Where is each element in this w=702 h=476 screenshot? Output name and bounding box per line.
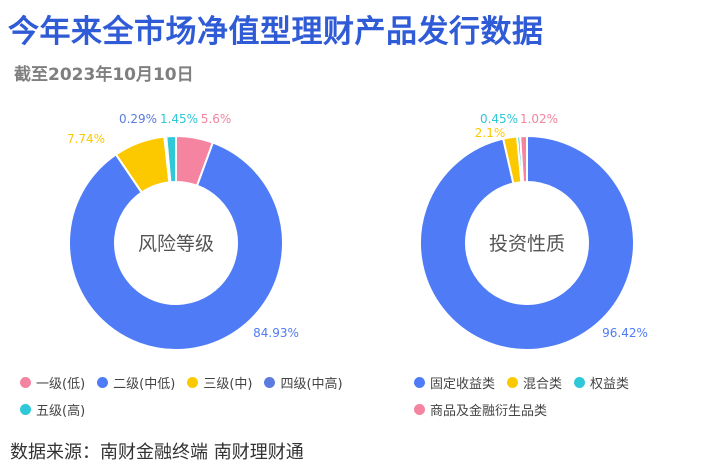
legend-label: 一级(低) [36, 377, 86, 392]
donut-1-slice-0 [419, 134, 635, 351]
donut-1-center-label: 投资性质 [489, 233, 565, 255]
legend-swatch-icon [264, 377, 276, 388]
page-title: 今年来全市场净值型理财产品发行数据 [8, 14, 544, 50]
donut-0-slice-4 [165, 134, 177, 184]
legend-label: 五级(高) [36, 404, 86, 419]
legend-swatch-icon [20, 404, 31, 415]
legend-label: 三级(中) [203, 377, 253, 392]
donut-0-center-label: 风险等级 [138, 233, 214, 255]
legend-1-item-3[interactable]: 商品及金融衍生品类 [414, 400, 547, 419]
legend-swatch-icon [574, 377, 586, 388]
legend-0-item-0[interactable]: 一级(低) [20, 373, 85, 392]
legend-swatch-icon [414, 377, 425, 388]
donut-0-data-label-1: 84.93% [253, 326, 299, 340]
donut-0-data-label-0: 5.6% [201, 112, 232, 126]
legend-investment-type: 固定收益类 混合类 权益类商品及金融衍生品类 [414, 373, 684, 419]
donut-0-data-label-3: 0.29% [119, 112, 157, 126]
legend-0-item-1[interactable]: 二级(中低) [97, 373, 175, 392]
donut-1-data-label-0: 96.42% [602, 326, 648, 340]
donut-1-data-label-3: 1.02% [520, 112, 558, 126]
page-subtitle: 截至2023年10月10日 [14, 65, 194, 85]
donut-1-slice-3 [519, 134, 528, 184]
donut-1-data-label-2: 0.45% [480, 112, 518, 126]
legend-1-item-2[interactable]: 权益类 [574, 373, 629, 392]
legend-1-item-0[interactable]: 固定收益类 [414, 373, 495, 392]
legend-label: 权益类 [590, 377, 630, 392]
legend-label: 混合类 [523, 377, 563, 392]
legend-0-item-4[interactable]: 五级(高) [20, 400, 85, 419]
legend-1-item-1[interactable]: 混合类 [507, 373, 562, 392]
legend-label: 固定收益类 [430, 377, 496, 392]
legend-label: 二级(中低) [113, 377, 176, 392]
donut-0-slice-1 [68, 141, 284, 351]
legend-swatch-icon [507, 377, 519, 388]
donut-0-data-label-4: 1.45% [160, 112, 198, 126]
legend-label: 商品及金融衍生品类 [430, 404, 548, 419]
legend-swatch-icon [187, 377, 199, 388]
legend-swatch-icon [97, 377, 109, 388]
legend-0-item-2[interactable]: 三级(中) [187, 373, 252, 392]
donut-1-data-label-1: 2.1% [475, 126, 506, 140]
legend-risk-level: 一级(低) 二级(中低) 三级(中) 四级(中高) 五级(高) [20, 373, 350, 419]
legend-swatch-icon [20, 377, 31, 388]
legend-swatch-icon [414, 404, 425, 415]
legend-label: 四级(中高) [280, 377, 343, 392]
donut-0-data-label-2: 7.74% [67, 132, 105, 146]
legend-0-item-3[interactable]: 四级(中高) [264, 373, 343, 392]
data-source: 数据来源：南财金融终端 南财理财通 [10, 442, 304, 463]
